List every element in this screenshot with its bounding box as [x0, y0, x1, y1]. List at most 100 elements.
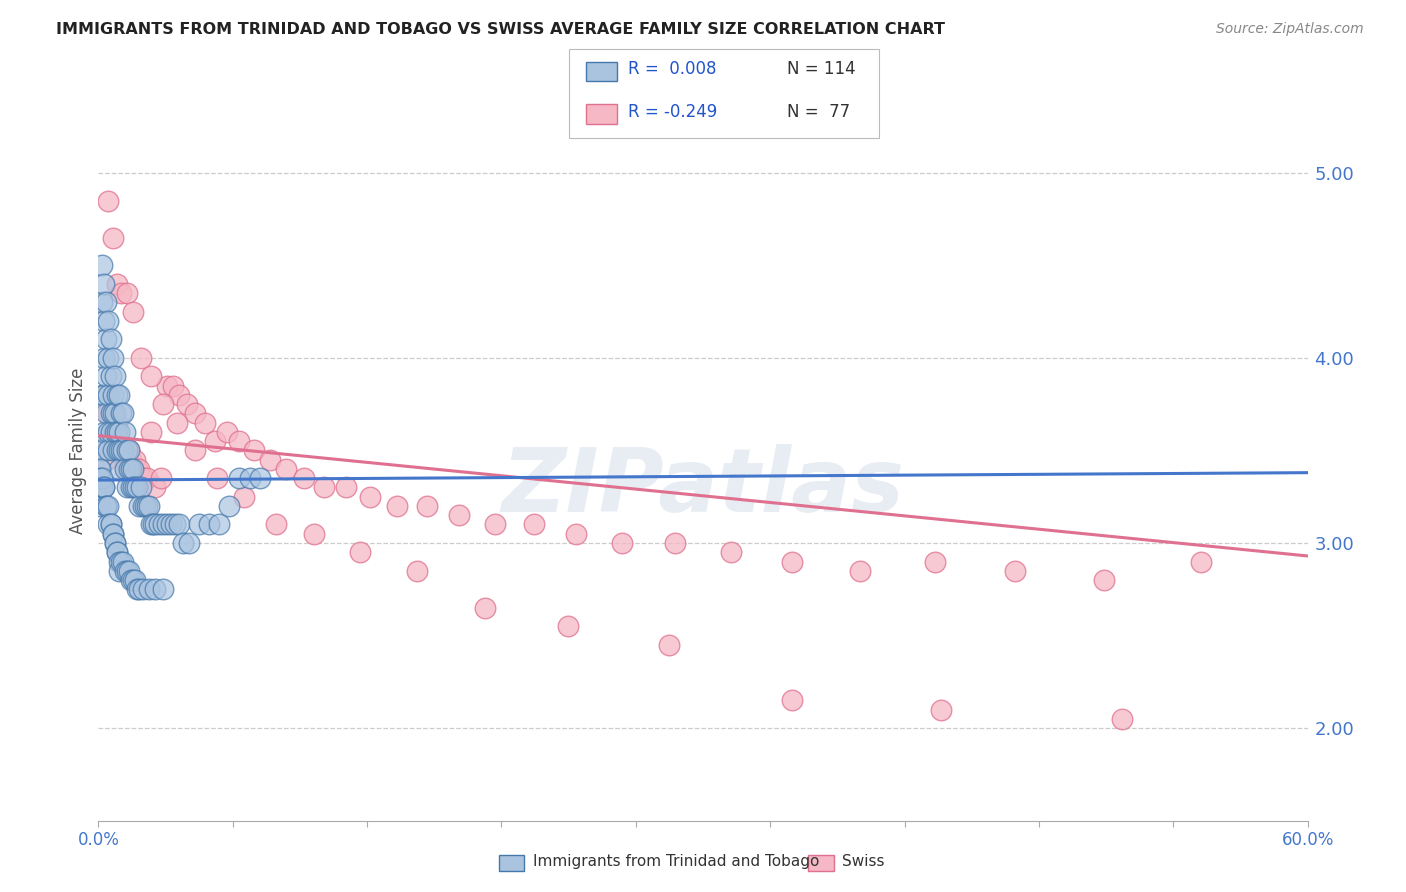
- Point: [115, 462, 138, 476]
- Point: [96, 499, 118, 513]
- Point: [1092, 573, 1115, 587]
- Point: [105, 545, 128, 559]
- Text: N = 114: N = 114: [787, 60, 856, 78]
- Point: [720, 545, 742, 559]
- Point: [143, 582, 166, 597]
- Point: [115, 564, 138, 578]
- Point: [93, 425, 115, 439]
- Point: [118, 564, 141, 578]
- Point: [103, 369, 125, 384]
- Point: [121, 480, 143, 494]
- Point: [97, 499, 120, 513]
- Point: [129, 351, 152, 365]
- Point: [101, 416, 124, 430]
- Point: [105, 545, 128, 559]
- Point: [121, 573, 143, 587]
- Point: [1004, 564, 1026, 578]
- Point: [135, 471, 157, 485]
- Point: [105, 388, 128, 402]
- Point: [132, 582, 155, 597]
- Point: [314, 480, 336, 494]
- Point: [523, 517, 546, 532]
- Point: [217, 425, 239, 439]
- Point: [156, 517, 179, 532]
- Text: Swiss: Swiss: [842, 855, 884, 869]
- Point: [114, 452, 136, 467]
- Point: [207, 471, 229, 485]
- Point: [96, 499, 118, 513]
- Point: [120, 462, 142, 476]
- Point: [121, 462, 143, 476]
- Point: [184, 443, 207, 458]
- Point: [184, 406, 207, 420]
- Point: [139, 425, 162, 439]
- Text: N =  77: N = 77: [787, 103, 851, 120]
- Point: [89, 499, 111, 513]
- Point: [176, 397, 198, 411]
- Text: IMMIGRANTS FROM TRINIDAD AND TOBAGO VS SWISS AVERAGE FAMILY SIZE CORRELATION CHA: IMMIGRANTS FROM TRINIDAD AND TOBAGO VS S…: [56, 22, 945, 37]
- Point: [97, 443, 120, 458]
- Point: [105, 425, 128, 439]
- Text: R =  0.008: R = 0.008: [628, 60, 717, 78]
- Point: [89, 471, 111, 485]
- Point: [259, 452, 281, 467]
- Point: [228, 434, 250, 449]
- Point: [239, 471, 262, 485]
- Point: [100, 517, 122, 532]
- Point: [120, 573, 142, 587]
- Point: [115, 286, 138, 301]
- Point: [101, 406, 124, 420]
- Point: [172, 536, 194, 550]
- Point: [107, 443, 129, 458]
- Point: [93, 277, 115, 291]
- Point: [111, 443, 134, 458]
- Point: [360, 490, 382, 504]
- Point: [97, 351, 120, 365]
- Point: [110, 286, 132, 301]
- Point: [96, 452, 118, 467]
- Point: [166, 416, 188, 430]
- Point: [115, 480, 138, 494]
- Point: [97, 406, 120, 420]
- Point: [100, 333, 122, 347]
- Point: [565, 526, 588, 541]
- Point: [484, 517, 506, 532]
- Point: [114, 564, 136, 578]
- Point: [115, 443, 138, 458]
- Point: [107, 462, 129, 476]
- Point: [125, 462, 148, 476]
- Point: [101, 526, 124, 541]
- Point: [218, 499, 240, 513]
- Point: [929, 703, 952, 717]
- Point: [89, 462, 111, 476]
- Point: [101, 351, 124, 365]
- Point: [129, 480, 152, 494]
- Point: [118, 462, 141, 476]
- Point: [292, 471, 315, 485]
- Point: [228, 471, 250, 485]
- Point: [93, 351, 115, 365]
- Point: [134, 499, 156, 513]
- Point: [335, 480, 357, 494]
- Point: [128, 462, 150, 476]
- Point: [120, 480, 142, 494]
- Point: [162, 378, 184, 392]
- Point: [110, 443, 132, 458]
- Point: [274, 462, 297, 476]
- Point: [107, 388, 129, 402]
- Point: [204, 434, 226, 449]
- Point: [1189, 555, 1212, 569]
- Point: [188, 517, 211, 532]
- Point: [93, 314, 115, 328]
- Point: [138, 499, 160, 513]
- Point: [416, 499, 439, 513]
- Point: [105, 416, 128, 430]
- Point: [96, 369, 118, 384]
- Point: [110, 555, 132, 569]
- Point: [111, 555, 134, 569]
- Point: [143, 517, 166, 532]
- Point: [160, 517, 183, 532]
- Point: [139, 369, 162, 384]
- Point: [148, 517, 170, 532]
- Point: [664, 536, 686, 550]
